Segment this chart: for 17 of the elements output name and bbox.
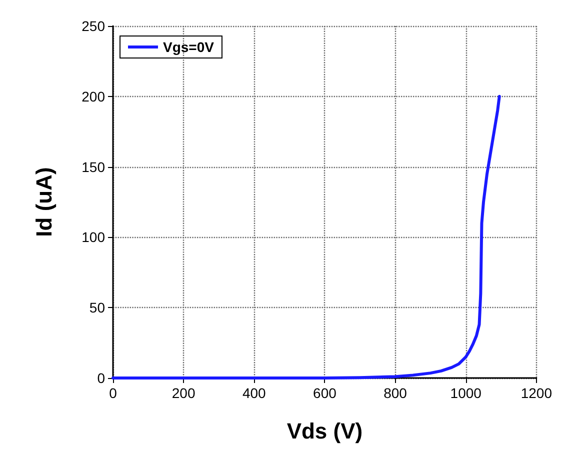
x-tick-label: 1200 — [520, 385, 552, 401]
x-tick-label: 600 — [313, 385, 337, 401]
y-tick-label: 0 — [97, 370, 106, 386]
y-tick-label: 200 — [82, 88, 106, 104]
y-tick-label: 50 — [89, 300, 106, 316]
x-tick-label: 400 — [242, 385, 266, 401]
line-series — [112, 94, 501, 380]
y-axis-title: Id (uA) — [32, 167, 56, 237]
y-tick-label: 100 — [82, 229, 106, 246]
y-tick-label: 250 — [82, 18, 106, 34]
x-tick-label: 1000 — [450, 385, 482, 401]
x-tick-label: 800 — [384, 385, 408, 401]
x-axis-title: Vds (V) — [286, 418, 363, 444]
x-tick-label: 200 — [172, 385, 196, 401]
x-tick-label: 0 — [109, 385, 118, 401]
legend-label: Vgs=0V — [163, 39, 215, 55]
y-tick-label: 150 — [82, 158, 106, 175]
